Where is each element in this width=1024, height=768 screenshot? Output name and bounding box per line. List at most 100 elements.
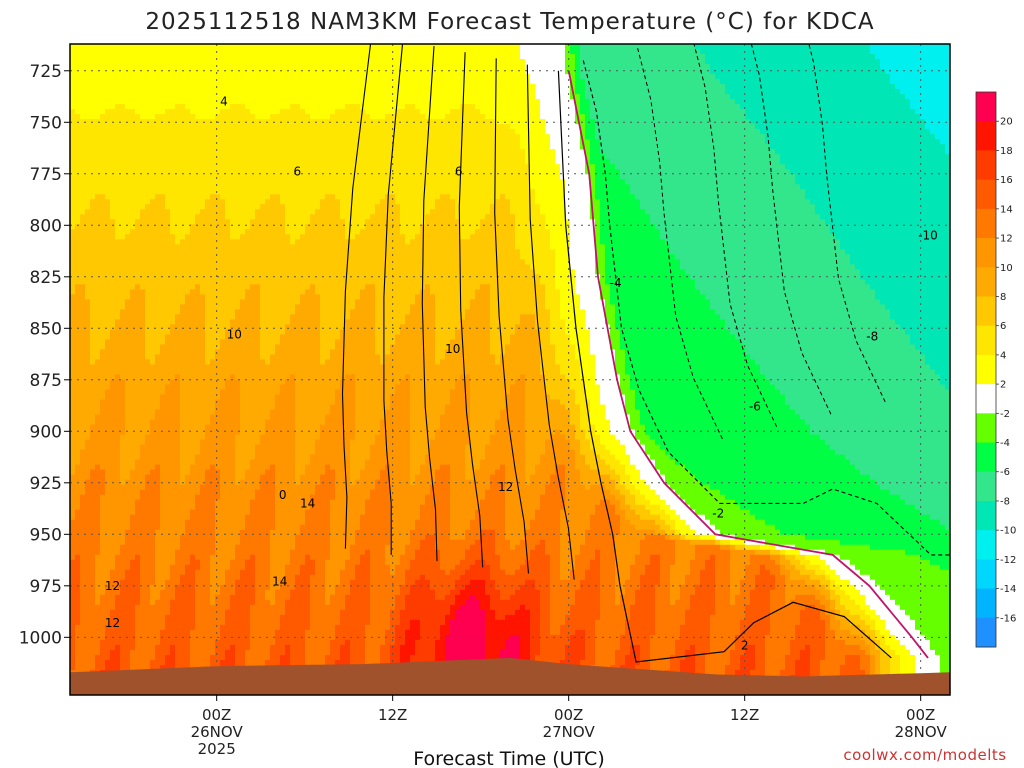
field-cell [540, 589, 551, 596]
field-cell [90, 429, 126, 436]
field-cell [720, 489, 891, 496]
field-cell [630, 459, 656, 466]
contour-warm [526, 64, 575, 580]
field-cell [425, 219, 461, 225]
field-cell [155, 359, 206, 366]
field-cell [745, 649, 756, 656]
field-cell [240, 384, 281, 391]
field-cell [180, 424, 206, 431]
field-cell [70, 214, 81, 220]
field-cell [250, 604, 286, 611]
field-cell [675, 649, 686, 656]
field-cell [320, 359, 326, 366]
field-cell [500, 414, 526, 421]
field-cell [570, 219, 596, 225]
field-cell [595, 249, 606, 255]
field-cell [605, 244, 671, 250]
field-cell [375, 324, 401, 331]
field-cell [675, 489, 721, 496]
field-cell [695, 554, 711, 561]
field-cell [410, 584, 431, 591]
field-cell [565, 489, 611, 496]
field-cell [490, 349, 506, 356]
field-cell [475, 559, 486, 566]
field-cell [655, 599, 671, 606]
field-cell [705, 659, 731, 666]
field-cell [525, 374, 546, 381]
field-cell [450, 499, 481, 506]
field-cell [625, 409, 641, 416]
field-cell [580, 64, 711, 70]
field-cell [365, 639, 386, 646]
field-cell [390, 569, 396, 576]
field-cell [135, 629, 161, 636]
field-cell [215, 354, 261, 361]
field-cell [210, 359, 266, 366]
field-cell [100, 534, 126, 541]
field-cell [425, 114, 446, 120]
field-cell [210, 414, 241, 421]
field-cell [295, 414, 326, 421]
field-cell [680, 629, 711, 636]
field-cell [775, 149, 946, 155]
field-cell [260, 329, 286, 336]
field-cell [635, 494, 646, 501]
field-cell [540, 624, 551, 631]
field-cell [235, 314, 261, 321]
field-cell [125, 384, 166, 391]
field-cell [415, 474, 436, 481]
field-cell [580, 474, 611, 481]
field-cell [675, 644, 691, 651]
field-cell [255, 449, 296, 456]
field-cell [840, 244, 950, 250]
field-cell [160, 479, 181, 486]
field-cell [735, 599, 751, 606]
field-cell [920, 509, 950, 516]
field-cell [575, 349, 591, 356]
field-cell [650, 454, 671, 461]
field-cell [400, 214, 426, 220]
field-cell [545, 284, 556, 290]
x-tick-label: 00Z [906, 706, 935, 724]
field-cell [70, 599, 81, 606]
colorbar-label: 12 [1000, 234, 1013, 245]
field-cell [145, 324, 171, 331]
field-cell [590, 399, 601, 406]
field-cell [70, 194, 96, 200]
field-cell [440, 554, 466, 561]
field-cell [750, 599, 771, 606]
field-cell [550, 139, 581, 145]
field-cell [765, 139, 941, 145]
field-cell [205, 359, 211, 366]
field-cell [625, 514, 641, 521]
field-cell [555, 254, 571, 260]
field-cell [570, 439, 581, 446]
field-cell [70, 149, 526, 155]
field-cell [85, 209, 111, 215]
field-cell [585, 454, 601, 461]
field-cell [925, 634, 950, 641]
field-cell [210, 574, 226, 581]
field-cell [330, 594, 346, 601]
field-cell [815, 569, 826, 576]
field-cell [805, 554, 821, 561]
field-cell [140, 444, 181, 451]
field-cell [590, 184, 596, 190]
field-cell [590, 414, 606, 421]
field-cell [95, 654, 111, 661]
field-cell [730, 584, 741, 591]
field-cell [585, 154, 591, 160]
field-cell [650, 509, 666, 516]
field-cell [410, 419, 441, 426]
field-cell [745, 564, 761, 571]
field-cell [600, 469, 616, 476]
field-cell [215, 114, 256, 120]
field-cell [365, 549, 371, 556]
field-cell [170, 604, 196, 611]
field-cell [670, 574, 686, 581]
field-cell [505, 349, 541, 356]
field-cell [580, 294, 601, 300]
credit-link[interactable]: coolwx.com/modelts [843, 746, 1006, 764]
field-cell [740, 339, 911, 346]
field-cell [940, 664, 950, 671]
